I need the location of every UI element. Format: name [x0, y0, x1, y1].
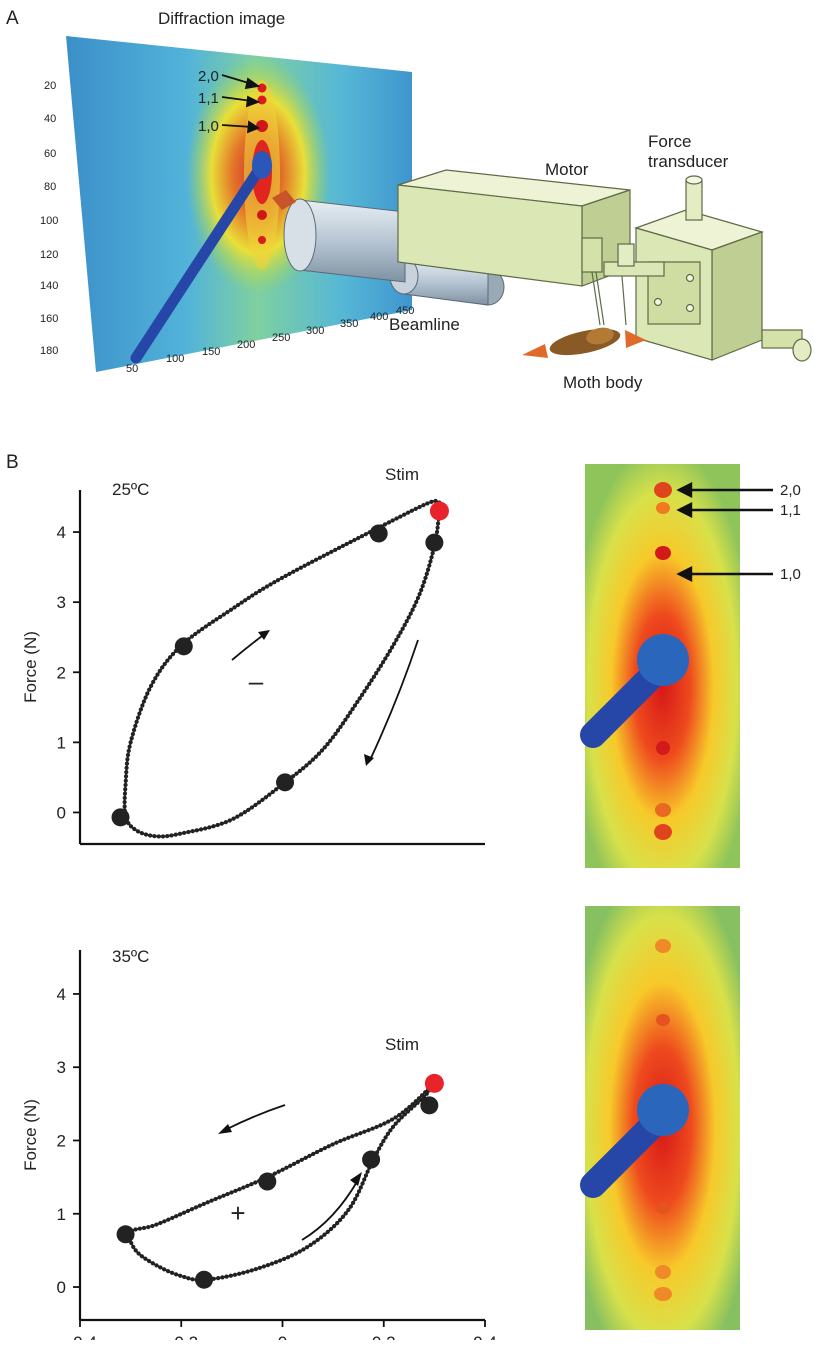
panel-a-letter: A [6, 8, 19, 29]
x-tick: 300 [306, 325, 324, 337]
x-tick-label: 0.4 [473, 1333, 497, 1340]
y-tick-label: 1 [57, 733, 66, 752]
y-tick-label: 4 [57, 985, 66, 1004]
beamline-label: Beamline [389, 315, 460, 334]
work-loop-line [123, 499, 441, 838]
y-tick: 100 [40, 215, 58, 227]
phase-marker [369, 524, 388, 543]
direction-arrow-head [364, 754, 374, 766]
x-tick: 400 [370, 311, 388, 323]
y-tick: 20 [44, 80, 56, 92]
panel-b-letter-layer: B [6, 452, 19, 473]
reflection-label-2-0: 2,0 [198, 68, 219, 85]
panel-a-reflection-labels: 2,0 1,1 1,0 [198, 68, 219, 135]
y-tick-label: 0 [57, 803, 66, 822]
phase-marker [111, 808, 130, 827]
x-tick-label: −0.4 [63, 1333, 97, 1340]
y-tick-label: 0 [57, 1278, 66, 1297]
work-loop-line [128, 1082, 436, 1281]
beamline [272, 190, 505, 306]
panel-a: A Diffraction image 20 40 60 80 100 120 … [6, 8, 812, 392]
y-tick-label: 2 [57, 663, 66, 682]
x-tick: 200 [237, 339, 255, 351]
phase-marker [174, 637, 193, 656]
motor [397, 169, 631, 326]
direction-arrow-head [350, 1172, 362, 1186]
y-axis-label: Force (N) [21, 631, 40, 703]
direction-arrow [224, 1104, 286, 1131]
diffraction-image [66, 36, 412, 372]
stim-marker [424, 1073, 444, 1093]
panel-b-letter: B [6, 452, 19, 473]
x-tick: 150 [202, 346, 220, 358]
direction-arrow [369, 639, 419, 761]
motor-label: Motor [545, 160, 589, 179]
direction-arrow-head [218, 1124, 232, 1134]
direction-arrow-head [258, 630, 270, 640]
y-tick-label: 2 [57, 1131, 66, 1150]
work-sign: + [230, 1198, 245, 1228]
chart-title: 35ºC [112, 947, 149, 966]
phase-marker [276, 773, 295, 792]
moth-body [522, 327, 646, 358]
force-transducer-label-line1: Force [648, 132, 691, 151]
y-tick: 40 [44, 113, 56, 125]
x-tick: 50 [126, 363, 138, 375]
panel-b-reflection-label-2-0: 2,0 [780, 482, 801, 499]
phase-marker [195, 1270, 214, 1289]
panel-b-reflection-label-1-0: 1,0 [780, 566, 801, 583]
phase-marker [258, 1172, 277, 1191]
x-tick-label: 0.2 [372, 1333, 396, 1340]
y-tick: 120 [40, 249, 58, 261]
direction-arrow [231, 632, 267, 661]
force-transducer-label-line2: transducer [648, 152, 729, 171]
y-tick: 80 [44, 181, 56, 193]
x-tick: 450 [396, 305, 414, 317]
y-tick-label: 1 [57, 1205, 66, 1224]
y-tick: 180 [40, 345, 58, 357]
y-tick: 140 [40, 280, 58, 292]
panel-a-arrows [221, 74, 261, 134]
force-transducer [603, 175, 812, 362]
work-sign: – [249, 666, 264, 696]
panel-b-diffraction-25c: 2,0 1,1 1,0 [580, 464, 801, 868]
y-tick-label: 4 [57, 523, 66, 542]
x-tick-label: 0 [278, 1333, 287, 1340]
phase-marker [420, 1096, 439, 1115]
moth-body-label: Moth body [563, 373, 643, 392]
y-tick: 160 [40, 313, 58, 325]
direction-arrow [301, 1179, 359, 1241]
x-tick: 250 [272, 332, 290, 344]
phase-marker [425, 533, 444, 552]
panel-b-reflection-arrows [676, 482, 773, 582]
diffraction-title: Diffraction image [158, 9, 285, 28]
phase-marker [362, 1150, 381, 1169]
diffraction-x-ticks: 50 100 150 200 250 300 350 400 450 [126, 305, 414, 375]
x-tick-label: −0.2 [164, 1333, 198, 1340]
chart-title: 25ºC [112, 480, 149, 499]
diffraction-y-ticks: 20 40 60 80 100 120 140 160 180 [40, 80, 58, 357]
panel-b-diffraction-35c [580, 906, 740, 1330]
stim-label: Stim [385, 465, 419, 484]
stim-label: Stim [385, 1035, 419, 1054]
y-tick-label: 3 [57, 593, 66, 612]
work-loop-trace [127, 1081, 437, 1283]
stim-marker [429, 501, 449, 521]
x-tick: 350 [340, 318, 358, 330]
reflection-label-1-0: 1,0 [198, 118, 219, 135]
y-tick: 60 [44, 148, 56, 160]
x-tick: 100 [166, 353, 184, 365]
y-axis-label: Force (N) [21, 1099, 40, 1171]
reflection-label-1-1: 1,1 [198, 90, 219, 107]
panel-b-reflection-label-1-1: 1,1 [780, 502, 801, 519]
y-tick-label: 3 [57, 1058, 66, 1077]
phase-marker [116, 1225, 135, 1244]
force-length-loop-25c: 0 1 2 3 4 Force (N) 25ºC Stim – [21, 465, 485, 846]
